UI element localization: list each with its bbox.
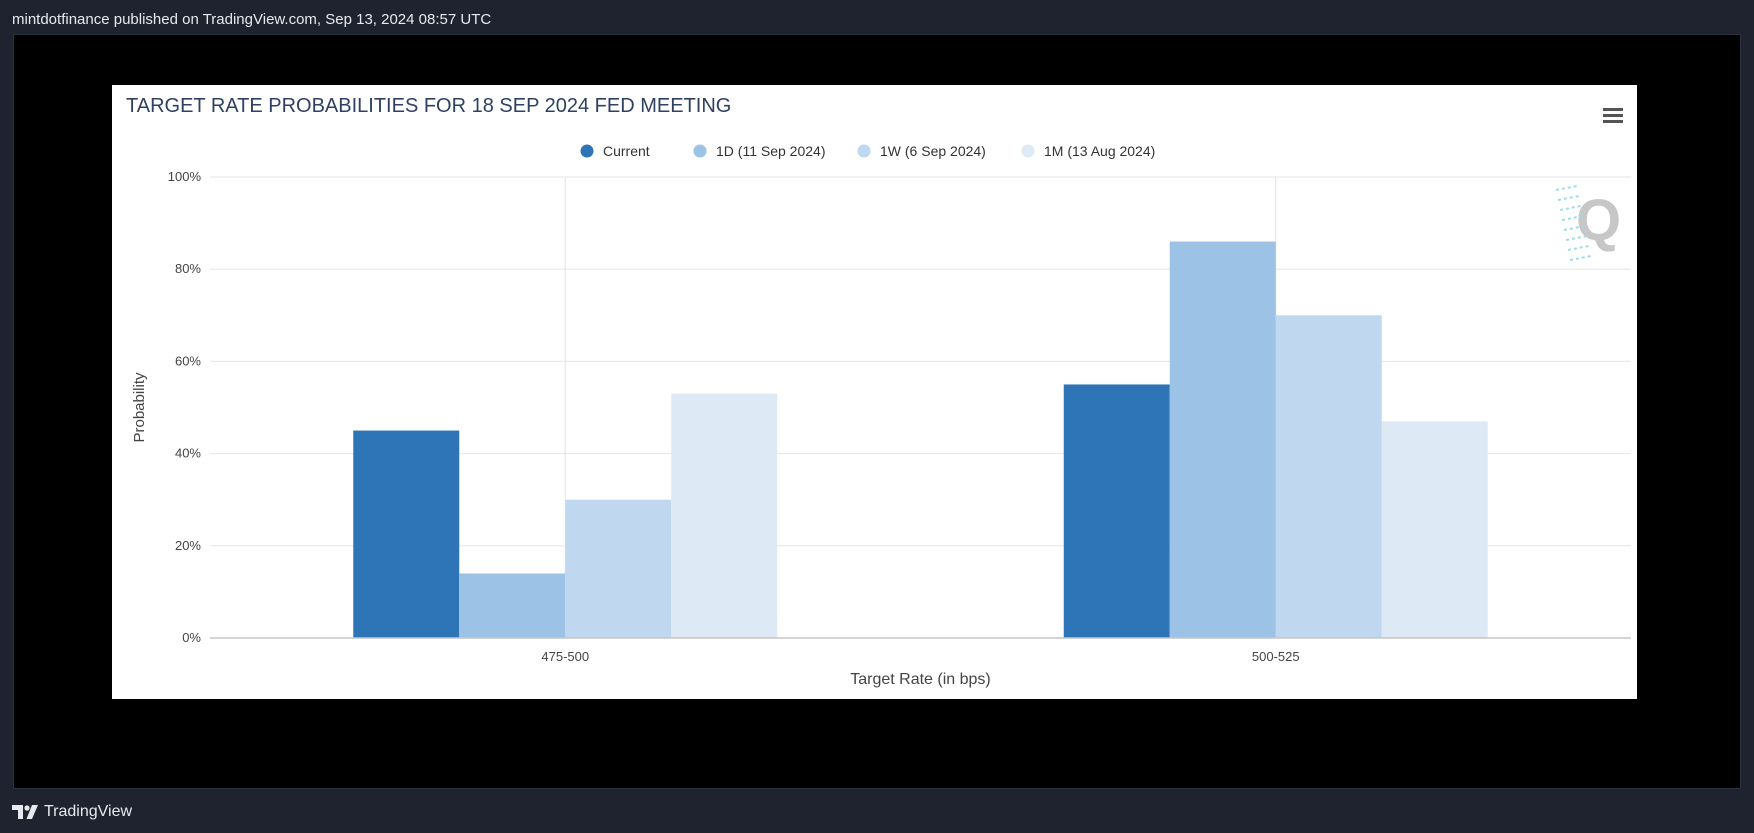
bar[interactable]	[671, 393, 778, 638]
bar[interactable]	[1381, 421, 1488, 638]
legend-marker[interactable]	[1021, 144, 1035, 158]
chart-svg: TARGET RATE PROBABILITIES FOR 18 SEP 202…	[126, 95, 1631, 688]
legend-label[interactable]: 1D (11 Sep 2024)	[716, 143, 825, 159]
footer-brand[interactable]: TradingView	[44, 803, 133, 820]
chart-title: TARGET RATE PROBABILITIES FOR 18 SEP 202…	[126, 95, 731, 117]
legend-label[interactable]: 1W (6 Sep 2024)	[880, 143, 986, 159]
y-tick-label: 20%	[175, 538, 201, 553]
watermark-stripe	[1569, 255, 1592, 261]
watermark-logo: Q	[1576, 188, 1621, 253]
watermark-stripe	[1555, 185, 1578, 191]
legend-label[interactable]: 1M (13 Aug 2024)	[1044, 143, 1155, 159]
legend-marker[interactable]	[693, 144, 707, 158]
x-tick-label: 500-525	[1252, 649, 1300, 664]
bar[interactable]	[1275, 315, 1382, 638]
x-axis-title: Target Rate (in bps)	[850, 671, 991, 688]
y-tick-label: 100%	[168, 169, 202, 184]
chart-card: TARGET RATE PROBABILITIES FOR 18 SEP 202…	[112, 85, 1637, 699]
footer: TradingView	[12, 800, 132, 824]
y-tick-label: 40%	[175, 446, 201, 461]
bar[interactable]	[459, 573, 566, 638]
y-axis-title: Probability	[131, 372, 148, 443]
y-tick-label: 0%	[182, 630, 201, 645]
legend-marker[interactable]	[580, 144, 594, 158]
x-tick-label: 475-500	[541, 649, 589, 664]
bar[interactable]	[353, 430, 460, 638]
tradingview-logo-icon	[12, 805, 38, 819]
publish-info: mintdotfinance published on TradingView.…	[12, 11, 492, 28]
y-tick-label: 80%	[175, 261, 201, 276]
bar[interactable]	[1169, 241, 1276, 639]
y-tick-label: 60%	[175, 353, 201, 368]
bar[interactable]	[1063, 384, 1170, 638]
chart-menu-icon[interactable]	[1603, 108, 1623, 123]
legend-label[interactable]: Current	[603, 143, 650, 159]
bar[interactable]	[565, 499, 672, 638]
legend-marker[interactable]	[857, 144, 871, 158]
